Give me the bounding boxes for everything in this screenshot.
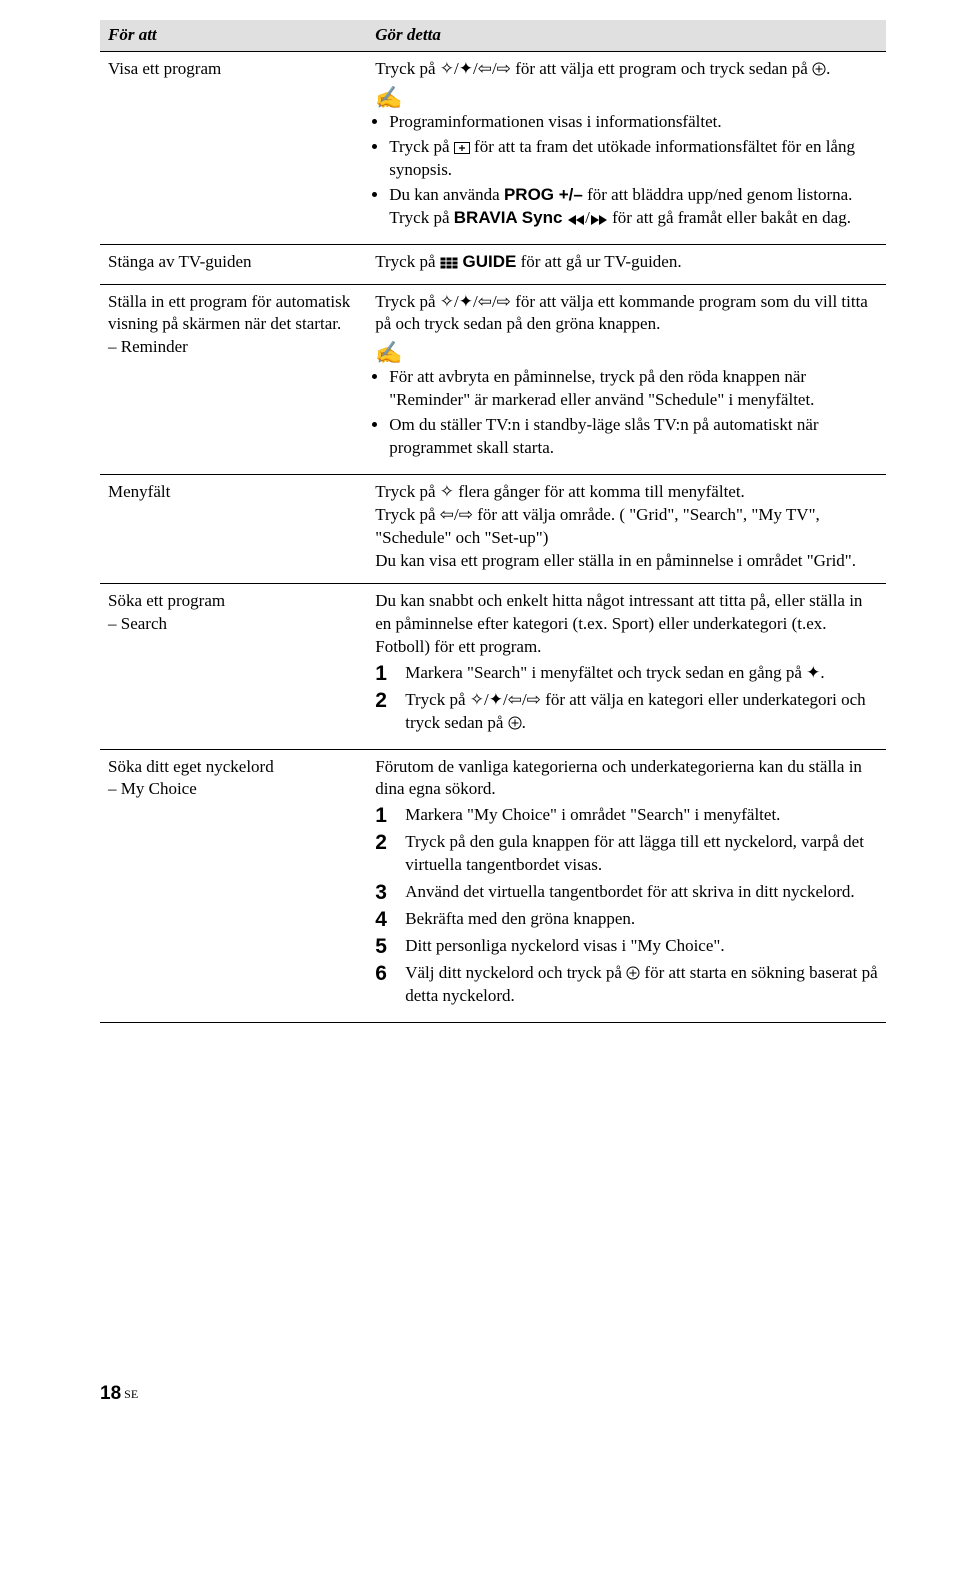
step-item: Använd det virtuella tangentbordet för a… xyxy=(375,881,878,904)
text: Välj ditt nyckelord och tryck på xyxy=(405,963,626,982)
document-page: För att Gör detta Visa ett program Tryck… xyxy=(0,0,960,1445)
text: Tryck på xyxy=(375,505,440,524)
text: Du kan använda xyxy=(389,185,504,204)
step-item: Bekräfta med den gröna knappen. xyxy=(375,908,878,931)
paragraph: Förutom de vanliga kategorierna och unde… xyxy=(375,756,878,802)
text: för att välja ett program och tryck seda… xyxy=(511,59,812,78)
row-right: Tryck på GUIDE för att gå ur TV-guiden. xyxy=(367,244,886,284)
row-right: Tryck på ✧/✦/⇦/⇨ för att välja ett progr… xyxy=(367,51,886,244)
rewind-icon xyxy=(567,215,585,225)
step-item: Tryck på den gula knappen för att lägga … xyxy=(375,831,878,877)
row-left: Söka ett program – Search xyxy=(100,583,367,749)
page-number-suffix: SE xyxy=(121,1387,138,1401)
up-arrow-icon: ✧ xyxy=(440,482,454,501)
bold-text: GUIDE xyxy=(458,252,517,271)
text: Tryck på xyxy=(375,252,440,271)
arrow-icons: ✧/✦/⇦/⇨ xyxy=(440,59,511,78)
bullet-list: Programinformationen visas i information… xyxy=(375,111,878,230)
paragraph: Tryck på ✧ flera gånger för att komma ti… xyxy=(375,481,878,504)
bold-text: BRAVIA Sync xyxy=(454,208,567,227)
list-item: Tryck på för att ta fram det utökade inf… xyxy=(389,136,878,182)
guide-grid-icon xyxy=(440,257,458,269)
text: Söka ett program xyxy=(108,590,355,613)
row-right: Tryck på ✧ flera gånger för att komma ti… xyxy=(367,475,886,584)
row-left: Söka ditt eget nyckelord – My Choice xyxy=(100,749,367,1022)
info-box-icon xyxy=(454,142,470,154)
row-left: Menyfält xyxy=(100,475,367,584)
text: Markera "Search" i menyfältet och tryck … xyxy=(405,663,806,682)
note-icon: ✍ xyxy=(375,342,878,364)
row-right: Förutom de vanliga kategorierna och unde… xyxy=(367,749,886,1022)
step-item: Ditt personliga nyckelord visas i "My Ch… xyxy=(375,935,878,958)
row-right: Du kan snabbt och enkelt hitta något int… xyxy=(367,583,886,749)
text: – Search xyxy=(108,613,355,636)
paragraph: Du kan visa ett program eller ställa in … xyxy=(375,550,878,573)
table-row: Söka ditt eget nyckelord – My Choice För… xyxy=(100,749,886,1022)
text: Ställa in ett program för automatisk vis… xyxy=(108,291,355,337)
arrow-icons: ✧/✦/⇦/⇨ xyxy=(440,292,511,311)
row-left: Visa ett program xyxy=(100,51,367,244)
page-number: 18 SE xyxy=(100,1383,886,1405)
text: – My Choice xyxy=(108,778,355,801)
arrow-icons: ✧/✦/⇦/⇨ xyxy=(470,690,541,709)
step-list: Markera "Search" i menyfältet och tryck … xyxy=(375,662,878,735)
table-row: Menyfält Tryck på ✧ flera gånger för att… xyxy=(100,475,886,584)
row-right: Tryck på ✧/✦/⇦/⇨ för att välja ett komma… xyxy=(367,284,886,475)
text: . xyxy=(820,663,824,682)
table-row: Ställa in ett program för automatisk vis… xyxy=(100,284,886,475)
text: för att gå ur TV-guiden. xyxy=(516,252,681,271)
forward-icon xyxy=(590,215,608,225)
bullet-list: För att avbryta en påminnelse, tryck på … xyxy=(375,366,878,460)
text: Söka ditt eget nyckelord xyxy=(108,756,355,779)
list-item: För att avbryta en påminnelse, tryck på … xyxy=(389,366,878,412)
note-icon: ✍ xyxy=(375,87,878,109)
down-arrow-icon: ✦ xyxy=(806,663,820,682)
list-item: Du kan använda PROG +/– för att bläddra … xyxy=(389,184,878,230)
step-item: Markera "My Choice" i området "Search" i… xyxy=(375,804,878,827)
paragraph: Tryck på ⇦/⇨ för att välja område. ( "Gr… xyxy=(375,504,878,550)
row-left: Stänga av TV-guiden xyxy=(100,244,367,284)
header-right: Gör detta xyxy=(367,20,886,51)
instruction-table: För att Gör detta Visa ett program Tryck… xyxy=(100,20,886,1023)
step-list: Markera "My Choice" i området "Search" i… xyxy=(375,804,878,1008)
row-left: Ställa in ett program för automatisk vis… xyxy=(100,284,367,475)
text: för att gå framåt eller bakåt en dag. xyxy=(608,208,851,227)
text: Tryck på xyxy=(405,690,470,709)
text: Tryck på xyxy=(375,482,440,501)
plus-circle-icon xyxy=(626,966,640,980)
paragraph: Du kan snabbt och enkelt hitta något int… xyxy=(375,590,878,659)
table-row: Söka ett program – Search Du kan snabbt … xyxy=(100,583,886,749)
plus-circle-icon xyxy=(508,716,522,730)
text: Tryck på xyxy=(375,59,440,78)
list-item: Om du ställer TV:n i standby-läge slås T… xyxy=(389,414,878,460)
text: Tryck på xyxy=(375,292,440,311)
left-right-arrow-icon: ⇦/⇨ xyxy=(440,505,473,524)
step-item: Välj ditt nyckelord och tryck på för att… xyxy=(375,962,878,1008)
step-item: Tryck på ✧/✦/⇦/⇨ för att välja en katego… xyxy=(375,689,878,735)
page-number-value: 18 xyxy=(100,1383,121,1404)
step-item: Markera "Search" i menyfältet och tryck … xyxy=(375,662,878,685)
table-row: Stänga av TV-guiden Tryck på GUIDE för a… xyxy=(100,244,886,284)
text: – Reminder xyxy=(108,336,355,359)
text: Tryck på xyxy=(389,137,454,156)
text: . xyxy=(826,59,830,78)
list-item: Programinformationen visas i information… xyxy=(389,111,878,134)
header-left: För att xyxy=(100,20,367,51)
text: flera gånger för att komma till menyfält… xyxy=(454,482,745,501)
plus-circle-icon xyxy=(812,62,826,76)
bold-text: PROG +/– xyxy=(504,185,583,204)
table-row: Visa ett program Tryck på ✧/✦/⇦/⇨ för at… xyxy=(100,51,886,244)
text: . xyxy=(522,713,526,732)
